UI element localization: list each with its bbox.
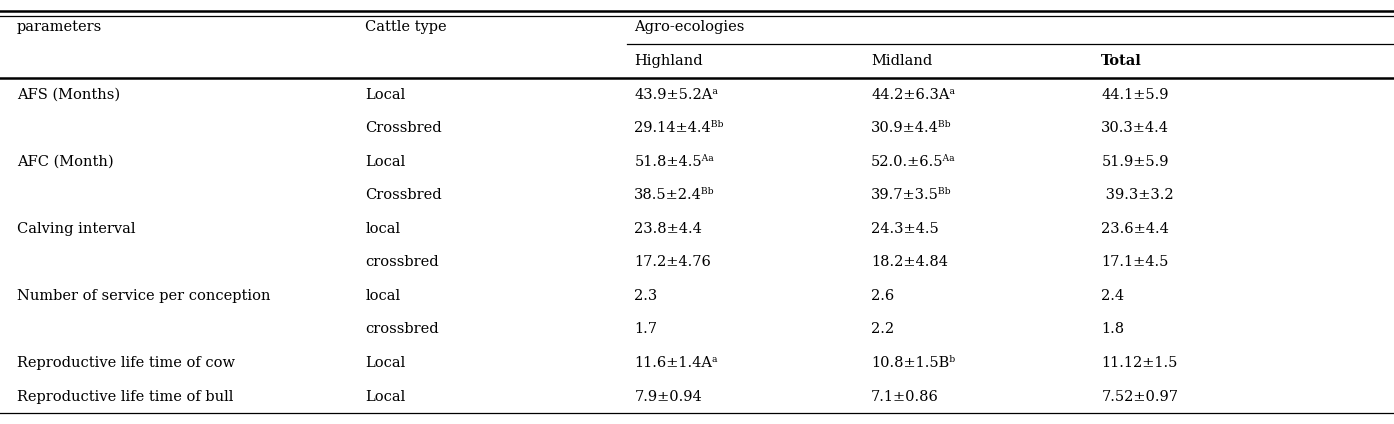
Text: 39.3±3.2: 39.3±3.2 — [1101, 188, 1174, 202]
Text: 2.4: 2.4 — [1101, 289, 1125, 303]
Text: 10.8±1.5Bᵇ: 10.8±1.5Bᵇ — [871, 356, 955, 370]
Text: crossbred: crossbred — [365, 323, 439, 337]
Text: 7.1±0.86: 7.1±0.86 — [871, 390, 940, 404]
Text: Calving interval: Calving interval — [17, 222, 135, 236]
Text: 18.2±4.84: 18.2±4.84 — [871, 255, 948, 269]
Text: Cattle type: Cattle type — [365, 20, 447, 34]
Text: 30.3±4.4: 30.3±4.4 — [1101, 121, 1170, 135]
Text: 24.3±4.5: 24.3±4.5 — [871, 222, 940, 236]
Text: 30.9±4.4ᴮᵇ: 30.9±4.4ᴮᵇ — [871, 121, 952, 135]
Text: 39.7±3.5ᴮᵇ: 39.7±3.5ᴮᵇ — [871, 188, 952, 202]
Text: 17.2±4.76: 17.2±4.76 — [634, 255, 711, 269]
Text: 7.52±0.97: 7.52±0.97 — [1101, 390, 1178, 404]
Text: Reproductive life time of bull: Reproductive life time of bull — [17, 390, 233, 404]
Text: 51.8±4.5ᴬᵃ: 51.8±4.5ᴬᵃ — [634, 155, 714, 169]
Text: Midland: Midland — [871, 54, 933, 68]
Text: 1.8: 1.8 — [1101, 323, 1125, 337]
Text: Agro-ecologies: Agro-ecologies — [634, 20, 744, 34]
Text: 52.0.±6.5ᴬᵃ: 52.0.±6.5ᴬᵃ — [871, 155, 956, 169]
Text: 51.9±5.9: 51.9±5.9 — [1101, 155, 1168, 169]
Text: 43.9±5.2Aᵃ: 43.9±5.2Aᵃ — [634, 87, 718, 101]
Text: 44.2±6.3Aᵃ: 44.2±6.3Aᵃ — [871, 87, 955, 101]
Text: 2.6: 2.6 — [871, 289, 895, 303]
Text: 38.5±2.4ᴮᵇ: 38.5±2.4ᴮᵇ — [634, 188, 715, 202]
Text: Local: Local — [365, 390, 406, 404]
Text: Highland: Highland — [634, 54, 703, 68]
Text: local: local — [365, 222, 400, 236]
Text: AFC (Month): AFC (Month) — [17, 155, 113, 169]
Text: Crossbred: Crossbred — [365, 188, 442, 202]
Text: Number of service per conception: Number of service per conception — [17, 289, 270, 303]
Text: 7.9±0.94: 7.9±0.94 — [634, 390, 703, 404]
Text: 23.8±4.4: 23.8±4.4 — [634, 222, 703, 236]
Text: 1.7: 1.7 — [634, 323, 657, 337]
Text: Reproductive life time of cow: Reproductive life time of cow — [17, 356, 234, 370]
Text: 44.1±5.9: 44.1±5.9 — [1101, 87, 1168, 101]
Text: local: local — [365, 289, 400, 303]
Text: 11.6±1.4Aᵃ: 11.6±1.4Aᵃ — [634, 356, 718, 370]
Text: AFS (Months): AFS (Months) — [17, 87, 120, 101]
Text: 2.2: 2.2 — [871, 323, 895, 337]
Text: 23.6±4.4: 23.6±4.4 — [1101, 222, 1170, 236]
Text: 17.1±4.5: 17.1±4.5 — [1101, 255, 1168, 269]
Text: Crossbred: Crossbred — [365, 121, 442, 135]
Text: crossbred: crossbred — [365, 255, 439, 269]
Text: 2.3: 2.3 — [634, 289, 658, 303]
Text: Local: Local — [365, 356, 406, 370]
Text: Total: Total — [1101, 54, 1142, 68]
Text: Local: Local — [365, 155, 406, 169]
Text: 29.14±4.4ᴮᵇ: 29.14±4.4ᴮᵇ — [634, 121, 723, 135]
Text: Local: Local — [365, 87, 406, 101]
Text: parameters: parameters — [17, 20, 102, 34]
Text: 11.12±1.5: 11.12±1.5 — [1101, 356, 1178, 370]
